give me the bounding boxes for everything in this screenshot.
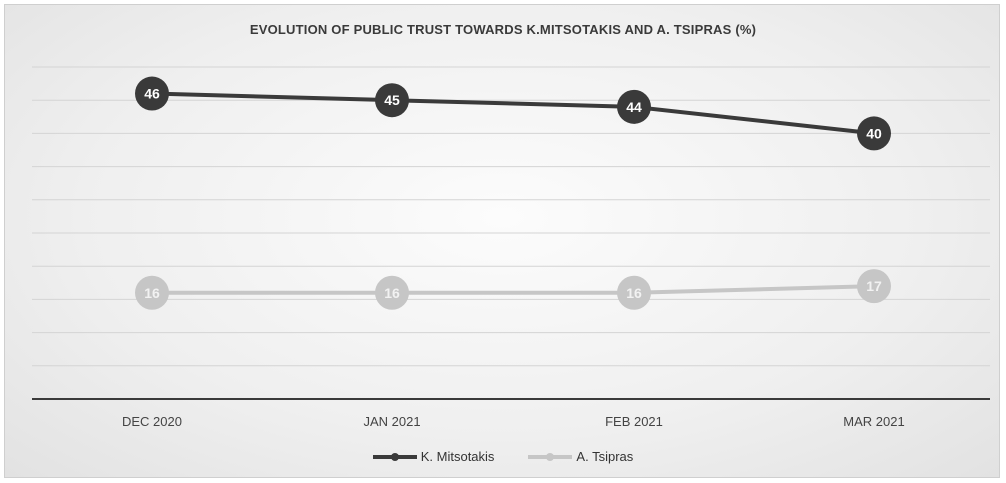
data-label: 46 (144, 86, 160, 102)
data-label: 16 (626, 285, 642, 301)
line-chart: DEC 2020 JAN 2021 FEB 2021 MAR 2021 46 45 44 40… (32, 66, 990, 429)
legend-item-tsipras: A. Tsipras (528, 449, 633, 464)
legend-item-mitsotakis: K. Mitsotakis (372, 449, 495, 464)
x-tick-label: FEB 2021 (605, 414, 663, 429)
series-line (152, 284, 875, 295)
x-tick-label: MAR 2021 (843, 414, 904, 429)
data-label: 40 (866, 125, 882, 141)
series-line (151, 91, 875, 136)
data-point (857, 269, 891, 304)
data-label: 44 (626, 99, 642, 115)
chart-title: EVOLUTION OF PUBLIC TRUST TOWARDS K.MITS… (249, 22, 757, 37)
data-label: 16 (144, 285, 160, 301)
data-point (375, 275, 409, 310)
legend-swatch-mitsotakis (372, 452, 417, 461)
data-point (617, 275, 651, 310)
legend-label-mitsotakis: K. Mitsotakis (420, 449, 495, 464)
x-tick-label: JAN 2021 (363, 414, 420, 429)
x-tick-label: DEC 2020 (122, 414, 182, 429)
legend-label-tsipras: A. Tsipras (576, 449, 634, 464)
data-point (857, 116, 891, 151)
data-label: 45 (384, 92, 400, 108)
chart-legend: K. Mitsotakis A. Tsipras (0, 449, 1006, 464)
data-point (135, 275, 169, 310)
legend-swatch-tsipras (528, 452, 573, 461)
data-point (135, 76, 169, 111)
data-label: 17 (866, 278, 882, 294)
data-point (375, 83, 409, 118)
data-point (617, 89, 651, 124)
data-label: 16 (384, 285, 400, 301)
